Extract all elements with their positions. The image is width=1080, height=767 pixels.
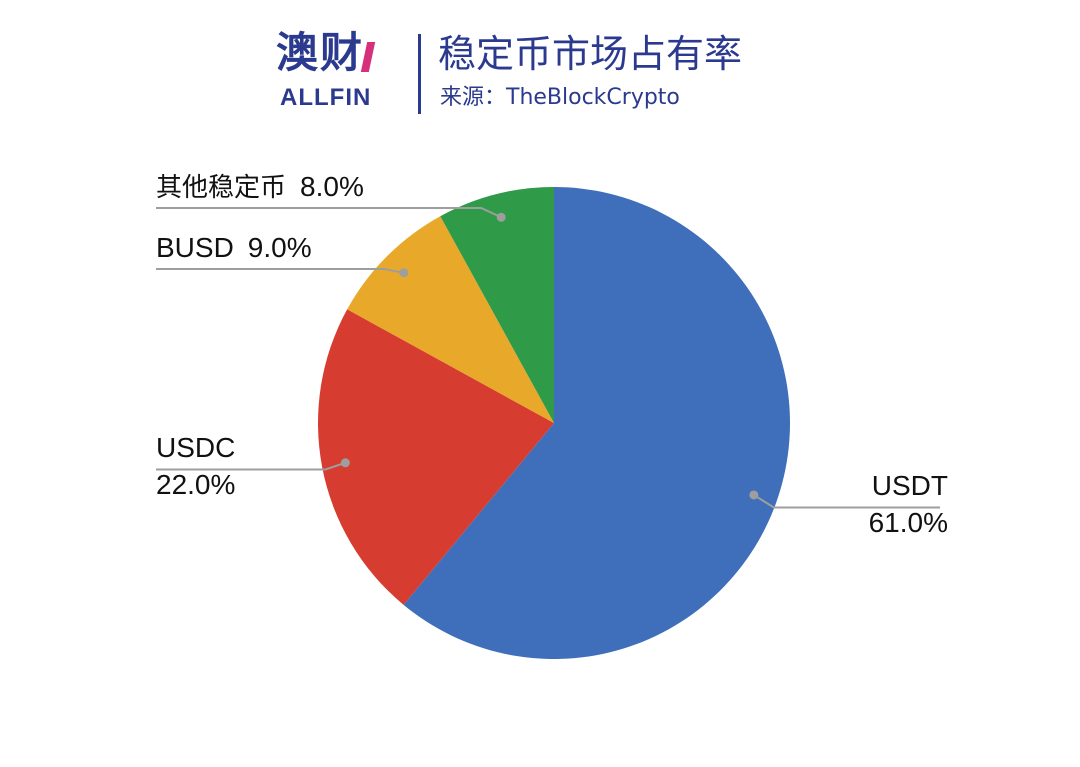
leader-dot-usdc bbox=[340, 458, 350, 468]
slice-label-name-usdc: USDC bbox=[156, 432, 235, 463]
leader-line-usdc bbox=[156, 461, 346, 471]
slice-label-busd: BUSD 9.0% bbox=[156, 232, 312, 263]
leader-line-busd bbox=[156, 268, 404, 274]
title-divider bbox=[418, 34, 421, 114]
slice-label-value: 9.0% bbox=[248, 232, 312, 263]
slice-label-name: 其他稳定币 bbox=[156, 173, 286, 203]
leader-lines bbox=[156, 207, 940, 509]
chart-source: 来源：TheBlockCrypto bbox=[440, 85, 680, 110]
pie-slice-busd bbox=[347, 216, 554, 423]
slice-label-value-usdc: 22.0% bbox=[156, 469, 235, 500]
logo-english-text: ALLFIN bbox=[280, 84, 372, 111]
slice-label-value-usdt: 61.0% bbox=[869, 507, 948, 538]
pie-slice-usdt bbox=[403, 187, 790, 659]
slice-label-other: 其他稳定币 8.0% bbox=[156, 171, 364, 203]
leader-line-其他稳定币 bbox=[156, 207, 502, 219]
leader-dot-usdt bbox=[749, 490, 759, 500]
slice-label-value: 8.0% bbox=[300, 171, 364, 202]
leader-dot-busd bbox=[399, 268, 409, 278]
slice-labels: USDT 61.0% USDC 22.0% BUSD 9.0% 其他稳定币 8.0% bbox=[156, 171, 948, 538]
slice-label-name-usdt: USDT bbox=[872, 470, 948, 501]
leader-line-usdt bbox=[753, 494, 940, 509]
pie-slice-usdc bbox=[317, 309, 554, 605]
chart-title: 稳定币市场占有率 bbox=[438, 32, 743, 76]
pie-slice-其他稳定币 bbox=[440, 187, 554, 423]
logo-chinese-text: 澳财 bbox=[276, 28, 365, 77]
leader-dot-其他稳定币 bbox=[496, 212, 506, 222]
allfin-logo: 澳财 ALLFIN bbox=[276, 28, 402, 116]
pie-slices bbox=[317, 187, 790, 659]
slice-label-name: BUSD bbox=[156, 232, 234, 263]
